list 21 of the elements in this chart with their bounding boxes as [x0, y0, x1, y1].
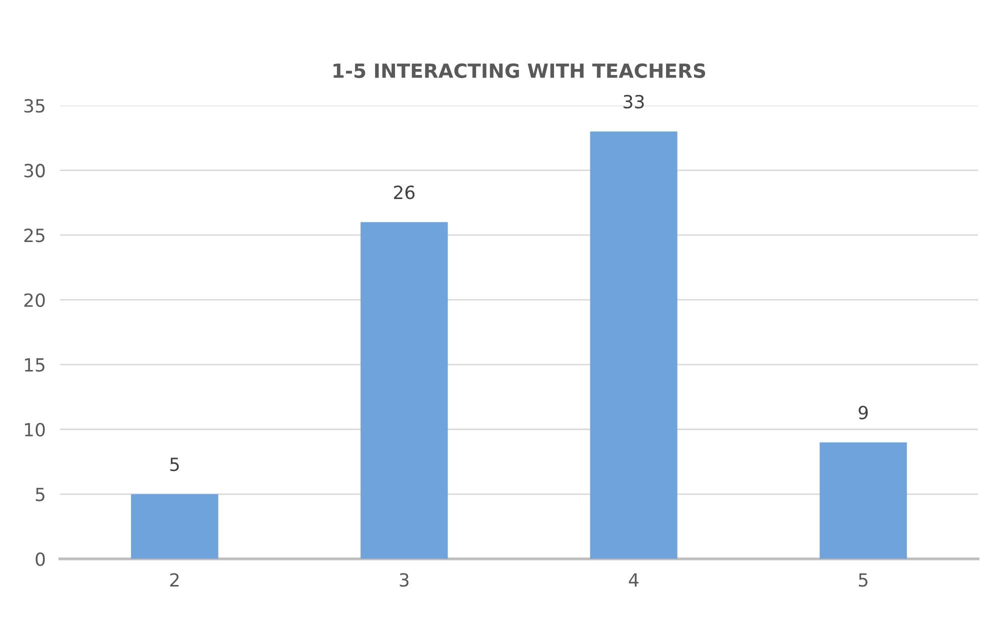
bar — [820, 442, 907, 559]
bar — [360, 222, 448, 559]
y-tick-label: 25 — [24, 228, 44, 242]
x-tick-label: 2 — [170, 573, 179, 587]
data-label: 9 — [858, 406, 868, 420]
bar — [131, 494, 218, 559]
data-label: 33 — [624, 94, 644, 109]
y-tick-label: 30 — [24, 164, 45, 178]
y-tick-label: 20 — [24, 293, 45, 307]
y-tick-label: 5 — [36, 488, 44, 502]
data-label: 5 — [170, 458, 179, 472]
x-tick-label: 5 — [858, 573, 868, 587]
bar — [590, 131, 678, 559]
y-tick-label: 10 — [25, 422, 45, 436]
data-label: 26 — [394, 186, 415, 200]
y-tick-label: 35 — [24, 99, 44, 113]
chart-title: 1-5 INTERACTING WITH TEACHERS — [334, 63, 706, 78]
x-tick-label: 3 — [400, 573, 408, 587]
x-tick-label: 4 — [628, 573, 638, 587]
y-tick-label: 15 — [25, 358, 44, 372]
y-tick-label: 0 — [36, 552, 45, 566]
